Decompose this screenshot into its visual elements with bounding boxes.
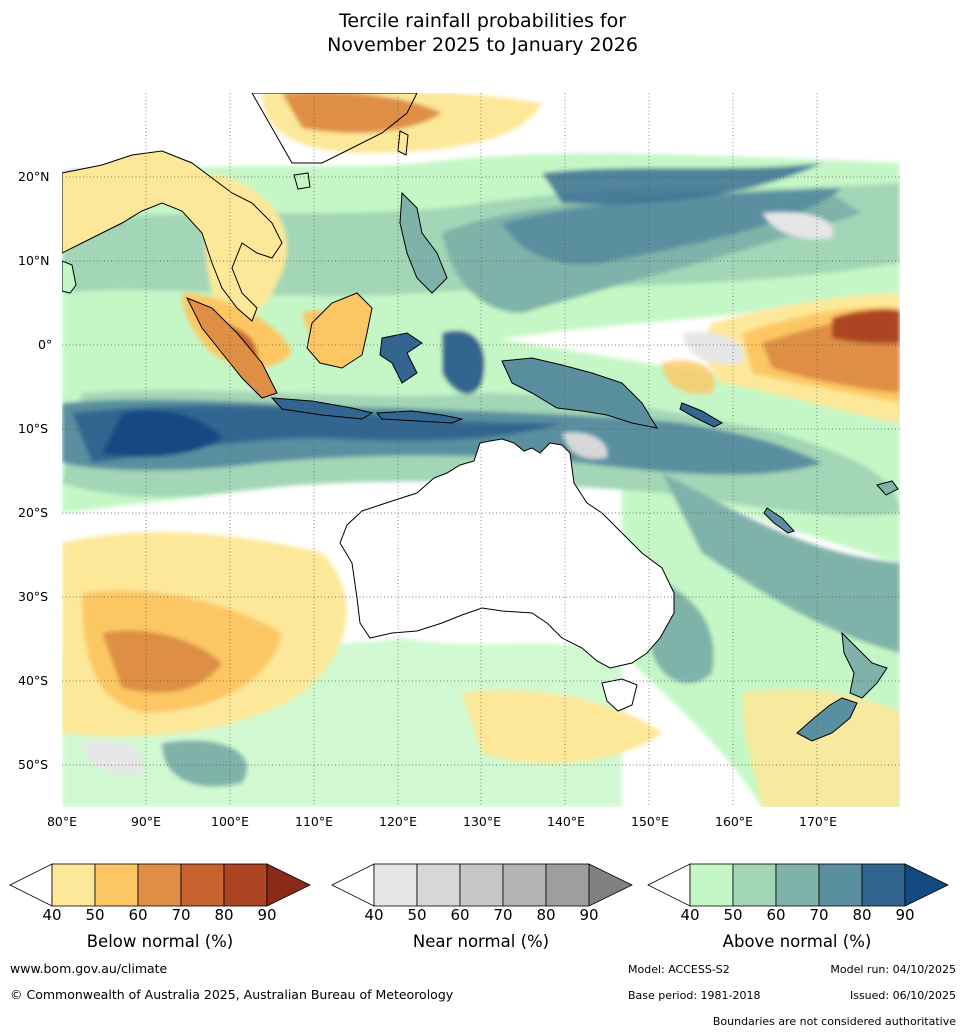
near-tick-60: 60 [450, 906, 470, 924]
graticule [62, 93, 900, 807]
australia-landmass [339, 438, 675, 669]
below-extend-low [9, 863, 53, 907]
below-swatch-50-60 [94, 863, 139, 907]
lon-label-120e: 120°E [378, 814, 418, 829]
below-tick-50: 50 [85, 906, 105, 924]
map-title-line-2: November 2025 to January 2026 [327, 34, 638, 56]
below-tick-40: 40 [42, 906, 62, 924]
philippines [399, 191, 448, 294]
lesser-sunda-islands [375, 410, 464, 424]
colorbar-near-normal [331, 863, 633, 907]
lon-label-110e: 110°E [294, 814, 334, 829]
below-tick-80: 80 [214, 906, 234, 924]
lat-label-10n: 10°N [18, 253, 50, 268]
above-extend-low [647, 863, 691, 907]
below-tick-90: 90 [257, 906, 277, 924]
lon-label-140e: 140°E [546, 814, 586, 829]
above-tick-70: 70 [809, 906, 829, 924]
lat-label-50s: 50°S [18, 757, 49, 772]
lat-label-equator: 0° [38, 337, 53, 352]
above-tick-50: 50 [723, 906, 743, 924]
website-link[interactable]: www.bom.gov.au/climate [10, 961, 168, 976]
taiwan [397, 130, 409, 156]
lat-label-30s: 30°S [18, 589, 49, 604]
fiji [876, 480, 899, 496]
model-name: Model: ACCESS-S2 [628, 963, 730, 976]
lat-label-20n: 20°N [18, 169, 50, 184]
near-tick-50: 50 [407, 906, 427, 924]
near-tick-70: 70 [493, 906, 513, 924]
tasmania [601, 678, 638, 712]
below-swatch-80-90 [223, 863, 268, 907]
above-swatch-60-70 [775, 863, 820, 907]
near-swatch-50-60 [416, 863, 461, 907]
java [270, 397, 374, 420]
lat-label-10s: 10°S [18, 421, 49, 436]
above-tick-40: 40 [680, 906, 700, 924]
new-zealand-north-island [841, 631, 888, 699]
above-tick-80: 80 [852, 906, 872, 924]
copyright-notice: © Commonwealth of Australia 2025, Austra… [10, 987, 454, 1002]
near-swatch-70-80 [502, 863, 547, 907]
above-swatch-80-90 [861, 863, 906, 907]
new-zealand-south-island [796, 697, 858, 742]
above-normal-title: Above normal (%) [722, 932, 872, 951]
near-extend-high [588, 863, 633, 907]
rainfall-probability-map [62, 93, 900, 807]
colorbar-legends [9, 863, 949, 907]
near-tick-90: 90 [579, 906, 599, 924]
sumatra [185, 297, 278, 399]
lon-label-160e: 160°E [714, 814, 754, 829]
below-swatch-40-50 [51, 863, 96, 907]
colorbar-below-normal [9, 863, 311, 907]
base-period: Base period: 1981-2018 [628, 989, 761, 1002]
near-swatch-80-90 [545, 863, 590, 907]
near-normal-title: Near normal (%) [412, 932, 550, 951]
colorbar-above-normal [647, 863, 949, 907]
above-swatch-40-50 [689, 863, 734, 907]
lon-label-150e: 150°E [630, 814, 670, 829]
near-swatch-40-50 [373, 863, 418, 907]
boundaries-disclaimer: Boundaries are not considered authoritat… [712, 1015, 956, 1028]
hainan [293, 172, 311, 190]
china-coast [251, 93, 418, 164]
below-swatch-70-80 [180, 863, 225, 907]
new-guinea [501, 357, 659, 429]
near-extend-low [331, 863, 375, 907]
above-tick-90: 90 [895, 906, 915, 924]
mainland-southeast-asia [62, 150, 283, 322]
solomon-islands [679, 402, 724, 428]
lon-label-130e: 130°E [462, 814, 502, 829]
lat-label-40s: 40°S [18, 673, 49, 688]
lat-label-20s: 20°S [18, 505, 49, 520]
below-swatch-60-70 [137, 863, 182, 907]
near-swatch-60-70 [459, 863, 504, 907]
lon-label-100e: 100°E [210, 814, 250, 829]
lon-label-170e: 170°E [798, 814, 838, 829]
below-tick-70: 70 [171, 906, 191, 924]
borneo [306, 292, 373, 369]
sri-lanka [62, 260, 77, 294]
above-tick-60: 60 [766, 906, 786, 924]
model-run-date: Model run: 04/10/2025 [830, 963, 956, 976]
map-title-line-1: Tercile rainfall probabilities for [338, 10, 627, 32]
sulawesi [379, 332, 423, 384]
below-extend-high [266, 863, 311, 907]
lon-label-80e: 80°E [46, 814, 78, 829]
below-normal-title: Below normal (%) [86, 932, 234, 951]
issued-date: Issued: 06/10/2025 [849, 989, 956, 1002]
above-extend-high [904, 863, 949, 907]
above-swatch-50-60 [732, 863, 777, 907]
near-tick-80: 80 [536, 906, 556, 924]
lon-label-90e: 90°E [130, 814, 162, 829]
near-tick-40: 40 [364, 906, 384, 924]
below-tick-60: 60 [128, 906, 148, 924]
new-caledonia [763, 507, 795, 534]
above-swatch-70-80 [818, 863, 863, 907]
